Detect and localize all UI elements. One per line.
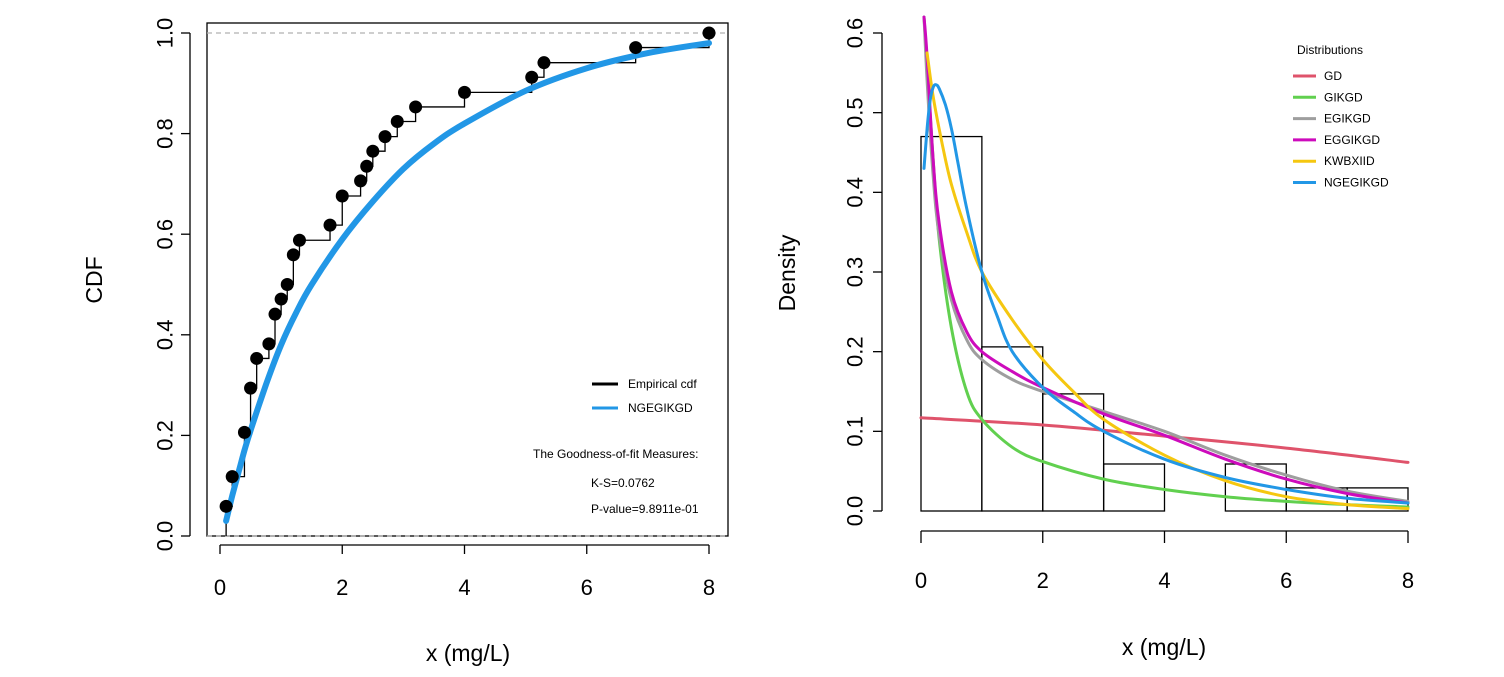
density-x-tick-label: 6 [1280,568,1292,593]
cdf-legend: Empirical cdf NGEGIKGD [592,377,697,415]
density-legend-label: EGGIKGD [1324,133,1380,147]
cdf-x-tick-label: 6 [581,575,593,600]
cdf-x-tick-label: 4 [458,575,470,600]
density-legend-label: KWBXIID [1324,154,1375,168]
density-y-tick-label: 0.6 [843,18,868,49]
density-y-tick-label: 0.0 [843,496,868,527]
density-x-axis-title: x (mg/L) [1122,634,1206,660]
cdf-empirical-point [237,425,251,439]
cdf-empirical-point [225,470,239,484]
density-curve-ngegikgd [922,83,1410,505]
cdf-fitted-curve-group [223,40,712,524]
density-legend: Distributions GD GIKGD EGIKGD EGGIKGD KWBXII… [1293,43,1389,190]
density-y-axis: 0.0 0.1 0.2 0.3 0.4 0.5 0.6 [843,18,883,527]
cdf-empirical-point [292,233,306,247]
cdf-x-tick-label: 8 [703,575,715,600]
cdf-empirical-point [629,41,643,55]
cdf-plot-frame [206,22,729,537]
density-histogram [920,135,1409,512]
gof-heading: The Goodness-of-fit Measures: [533,447,698,461]
cdf-empirical-point [335,189,349,203]
cdf-y-tick-label: 0.6 [153,219,178,250]
cdf-empirical-point [360,159,374,173]
cdf-empirical-point [280,278,294,291]
cdf-empirical-point [525,70,539,84]
cdf-empirical-point [323,218,337,232]
cdf-y-tick-label: 0.0 [153,521,178,552]
cdf-empirical-point [366,144,380,158]
cdf-fitted-curve [223,40,712,524]
cdf-empirical-point [268,307,282,321]
cdf-reference-lines [207,32,728,537]
cdf-y-tick-label: 1.0 [153,18,178,49]
density-legend-label: GD [1324,69,1342,83]
density-legend-title: Distributions [1297,43,1363,57]
cdf-y-axis: 0.0 0.2 0.4 0.6 0.8 1.0 [153,18,191,552]
cdf-x-tick-label: 2 [336,575,348,600]
cdf-empirical-point [244,381,258,395]
cdf-empirical-point [286,248,300,262]
cdf-x-axis: 0 2 4 6 8 [214,544,715,600]
density-curve-eggikgd [922,15,1410,505]
cdf-empirical-point [274,292,288,306]
density-y-tick-label: 0.5 [843,97,868,128]
cdf-y-tick-label: 0.8 [153,118,178,149]
density-y-tick-label: 0.1 [843,416,868,447]
density-panel: 0 2 4 6 8 0.0 0.1 0.2 0.3 0.4 0.5 0.6 x (mg/L) Den… [774,15,1414,660]
density-y-tick-label: 0.4 [843,177,868,208]
cdf-empirical-point [354,174,368,188]
cdf-empirical-points [219,26,716,513]
density-curve-kwbxiid [925,51,1410,511]
density-legend-label: EGIKGD [1324,112,1371,126]
cdf-panel: 0 2 4 6 8 0.0 0.2 0.4 0.6 0.8 1.0 x (mg/L) CDF Em… [81,18,729,666]
histogram-bar [1042,393,1105,512]
density-y-tick-label: 0.3 [843,257,868,288]
density-legend-label: GIKGD [1324,90,1363,104]
legend-ngegikgd-label: NGEGIKGD [628,401,693,415]
goodness-of-fit-annotation: The Goodness-of-fit Measures: K-S=0.0762… [533,447,699,516]
cdf-empirical-point [219,499,233,513]
gof-pvalue: P-value=9.8911e-01 [591,502,699,516]
density-x-tick-label: 8 [1402,568,1414,593]
density-x-axis: 0 2 4 6 8 [915,530,1414,593]
cdf-y-tick-label: 0.4 [153,320,178,351]
gof-ks-value: K-S=0.0762 [591,476,655,490]
cdf-empirical-point [262,337,276,351]
legend-empirical-label: Empirical cdf [628,377,697,391]
density-curves [919,15,1410,511]
cdf-empirical-point [378,130,392,144]
cdf-y-tick-label: 0.2 [153,420,178,451]
cdf-empirical-point [458,85,471,99]
density-x-tick-label: 0 [915,568,927,593]
density-x-tick-label: 2 [1037,568,1049,593]
density-x-tick-label: 4 [1158,568,1170,593]
cdf-empirical-point [537,56,551,70]
cdf-x-tick-label: 0 [214,575,226,600]
histogram-bar [1102,463,1166,512]
density-legend-label: NGEGIKGD [1324,176,1389,190]
cdf-y-axis-title: CDF [81,256,107,303]
cdf-empirical-point [409,100,423,114]
cdf-empirical-point [702,26,716,40]
density-y-axis-title: Density [774,234,800,311]
density-y-tick-label: 0.2 [843,336,868,367]
histogram-bar [920,135,983,512]
cdf-empirical-point [250,351,264,365]
cdf-x-axis-title: x (mg/L) [426,640,510,666]
cdf-empirical-point [390,115,404,129]
